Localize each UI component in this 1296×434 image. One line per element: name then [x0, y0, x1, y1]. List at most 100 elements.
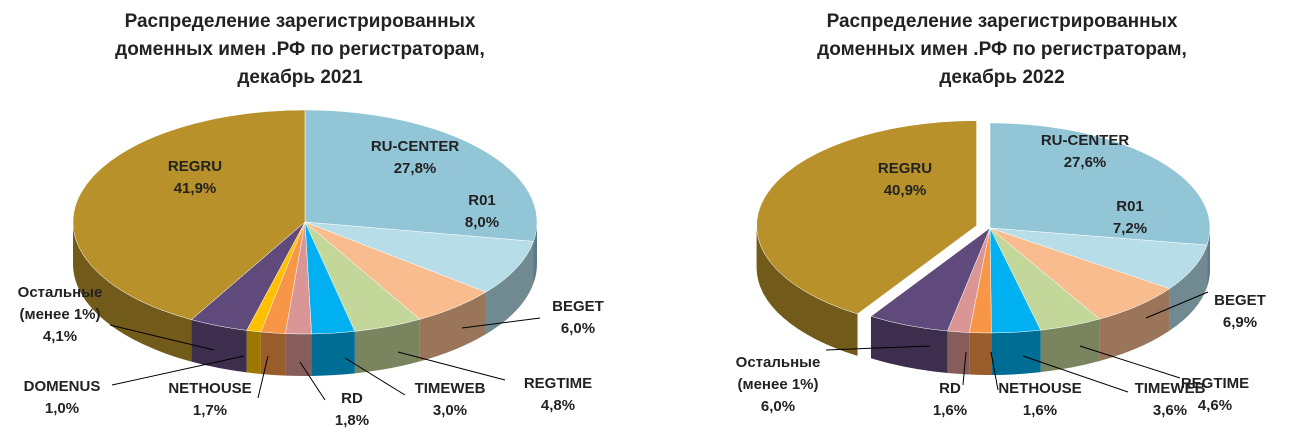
leader-line [344, 357, 406, 396]
leader-line [990, 351, 999, 391]
value-label: 3,6% [1152, 402, 1188, 419]
slice-side [191, 319, 247, 373]
category-label: NETHOUSE [998, 380, 1082, 397]
value-label: 7,2% [1112, 220, 1148, 237]
chart-panel: Распределение зарегистрированных доменны… [5, 11, 633, 432]
slice-side [947, 331, 970, 375]
value-label: 4,1% [42, 328, 78, 345]
data-label: BEGET 6,0% [523, 296, 633, 340]
chart-title: Распределение зарегистрированных доменны… [817, 11, 1187, 88]
value-label: 6,0% [560, 320, 596, 337]
data-label: REGTIME 4,8% [503, 373, 613, 417]
value-label: 4,8% [540, 397, 576, 414]
value-label: 1,8% [334, 412, 370, 429]
data-label: TIMEWEB 3,6% [1125, 378, 1215, 422]
category-label: REGTIME [1180, 375, 1250, 392]
value-label: 1,6% [932, 402, 968, 419]
slice [304, 221, 534, 293]
category-label: Остальные (менее 1%) [735, 354, 821, 393]
category-label: RD [939, 380, 961, 397]
slice-side [533, 222, 537, 284]
slice [989, 122, 1211, 246]
category-label: RU-CENTER [1040, 132, 1130, 149]
category-label: Остальные (менее 1%) [17, 284, 103, 323]
leader-line [111, 355, 245, 386]
value-label: 41,9% [173, 180, 217, 197]
chart [72, 109, 541, 401]
category-label: R01 [468, 192, 496, 209]
category-label: TIMEWEB [1134, 380, 1206, 397]
data-label: TIMEWEB 3,0% [395, 378, 505, 422]
category-label: REGTIME [523, 375, 593, 392]
slice-side [1099, 288, 1170, 362]
data-label: RD 1,6% [905, 378, 995, 422]
leader-line [461, 317, 541, 329]
leader-line [109, 324, 215, 351]
slice-side [756, 225, 858, 356]
slice-side [870, 316, 948, 374]
category-label: BEGET [1214, 292, 1266, 309]
value-label: 1,6% [1022, 402, 1058, 419]
data-label: RU-CENTER 27,8% [360, 136, 470, 180]
leader-line [1022, 355, 1129, 393]
value-label: 40,9% [883, 182, 927, 199]
value-label: 1,7% [192, 402, 228, 419]
slice-side [285, 333, 312, 376]
data-label: DOMENUS 1,0% [7, 376, 117, 420]
data-label: Остальные (менее 1%) 6,0% [733, 352, 823, 418]
leader-line [962, 351, 967, 386]
leader-line [397, 351, 506, 381]
leader-line [257, 355, 269, 399]
category-label: REGRU [167, 158, 223, 175]
slice-side [1207, 228, 1210, 288]
slice-side [73, 222, 192, 362]
value-label: 6,0% [760, 398, 796, 415]
slice-side [969, 332, 992, 375]
category-label: DOMENUS [23, 378, 101, 395]
slice-side [419, 292, 486, 362]
slice-side [354, 319, 420, 374]
slice-side [485, 241, 534, 335]
chart [756, 120, 1211, 393]
category-label: RD [341, 390, 363, 407]
value-label: 4,6% [1197, 397, 1233, 414]
data-label: R01 8,0% [427, 190, 537, 234]
category-label: R01 [1116, 198, 1144, 215]
data-label: REGTIME 4,6% [1170, 373, 1260, 417]
data-label: BEGET 6,9% [1195, 290, 1285, 334]
leader-line [825, 345, 931, 351]
data-label: NETHOUSE 1,6% [995, 378, 1085, 422]
slice [72, 109, 306, 320]
slice-side [246, 330, 261, 374]
value-label: 27,6% [1063, 154, 1107, 171]
leader-line [1079, 345, 1181, 379]
data-label: REGRU 41,9% [140, 156, 250, 200]
value-label: 3,0% [432, 402, 468, 419]
slice-side [1040, 319, 1100, 373]
value-label: 8,0% [464, 214, 500, 231]
chart-panel: Распределение зарегистрированных доменны… [648, 0, 1296, 434]
slice [756, 120, 977, 315]
value-label: 6,9% [1222, 314, 1258, 331]
slice-side [991, 330, 1041, 375]
data-label: RD 1,8% [297, 388, 407, 432]
category-label: RU-CENTER [370, 138, 460, 155]
slice-side [1169, 245, 1208, 331]
data-label: R01 7,2% [1085, 196, 1175, 240]
data-label: Остальные (менее 1%) 4,1% [5, 282, 115, 348]
leader-line [299, 361, 326, 401]
data-label: NETHOUSE 1,7% [155, 378, 265, 422]
category-label: NETHOUSE [168, 380, 252, 397]
category-label: TIMEWEB [414, 380, 486, 397]
slice-side [260, 331, 286, 376]
leader-line [1145, 291, 1209, 319]
chart-title: Распределение зарегистрированных доменны… [115, 11, 485, 88]
data-label: REGRU 40,9% [860, 158, 950, 202]
category-label: REGRU [877, 160, 933, 177]
value-label: 1,0% [44, 400, 80, 417]
slice [989, 227, 1208, 289]
slice-side [311, 331, 355, 376]
category-label: BEGET [552, 298, 604, 315]
slice [304, 109, 538, 242]
